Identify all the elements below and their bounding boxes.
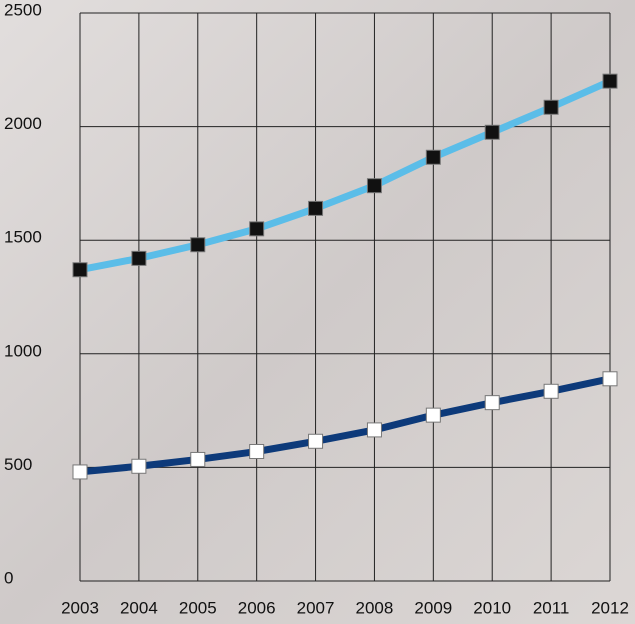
series-line: [79, 375, 611, 476]
marker: [484, 395, 500, 411]
marker: [602, 371, 618, 387]
y-tick-label: 2000: [4, 114, 42, 133]
marker: [190, 237, 206, 253]
x-tick-label: 2011: [533, 598, 570, 617]
x-tick-label: 2003: [61, 598, 99, 617]
x-tick-label: 2004: [120, 598, 158, 617]
marker: [249, 443, 265, 459]
x-tick-label: 2008: [356, 598, 394, 617]
x-tick-label: 2005: [179, 598, 217, 617]
marker: [72, 262, 88, 278]
y-tick-label: 0: [4, 568, 13, 587]
y-tick-label: 500: [4, 455, 32, 474]
x-tick-label: 2006: [238, 598, 276, 617]
marker: [543, 383, 559, 399]
marker: [543, 99, 559, 115]
marker: [602, 73, 618, 89]
marker: [425, 407, 441, 423]
marker: [190, 451, 206, 467]
y-tick-label: 1500: [4, 228, 42, 247]
marker: [131, 250, 147, 266]
marker: [366, 422, 382, 438]
marker: [484, 124, 500, 140]
marker: [308, 433, 324, 449]
series-line: [79, 77, 612, 274]
x-tick-label: 2009: [414, 598, 452, 617]
x-tick-label: 2012: [591, 598, 629, 617]
y-tick-label: 2500: [4, 0, 42, 19]
marker: [131, 458, 147, 474]
marker: [72, 464, 88, 480]
marker: [308, 200, 324, 216]
x-tick-label: 2010: [473, 598, 511, 617]
y-tick-label: 1000: [4, 341, 42, 360]
marker: [249, 221, 265, 237]
marker: [425, 149, 441, 165]
marker: [366, 178, 382, 194]
x-tick-label: 2007: [297, 598, 335, 617]
